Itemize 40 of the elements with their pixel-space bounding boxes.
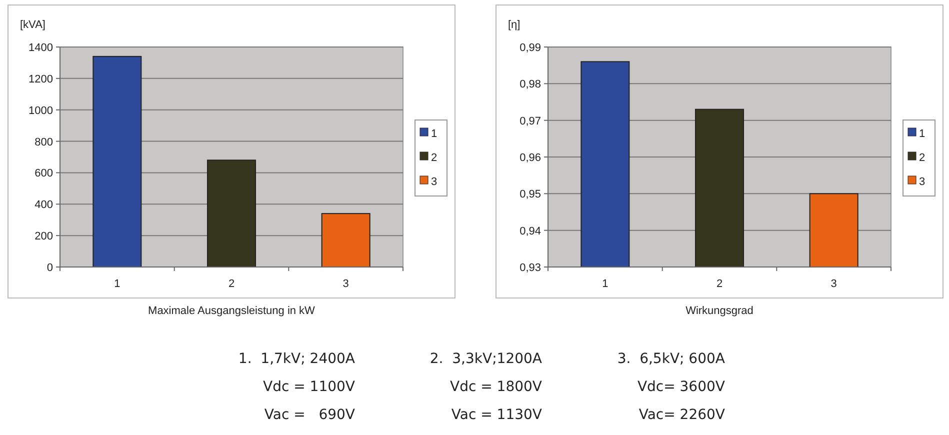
- x-tick-label: 1: [602, 278, 608, 290]
- x-tick-label: 2: [716, 278, 723, 290]
- y-axis-title: [kVA]: [20, 19, 46, 31]
- x-axis-title: Maximale Ausgangsleistung in kW: [148, 305, 316, 317]
- text: 3. 6,5kV; 600A: [617, 351, 726, 367]
- text: Vdc = 1100V: [263, 379, 356, 395]
- x-tick-label: 3: [342, 278, 349, 290]
- y-tick-label: 0,94: [520, 225, 541, 238]
- text: Vac = 690V: [264, 407, 356, 423]
- legend-label: 3: [431, 176, 438, 188]
- y-tick-label: 1400: [28, 42, 53, 54]
- text: 2. 3,3kV;1200A: [430, 351, 542, 367]
- y-tick-label: 0,97: [520, 115, 541, 128]
- y-tick-label: 200: [34, 230, 53, 243]
- legend-label: 2: [431, 152, 438, 164]
- y-tick-label: 0,96: [520, 152, 541, 164]
- y-axis-title: [η]: [508, 19, 520, 31]
- y-tick-label: 1200: [28, 73, 53, 86]
- y-tick-label: 0,95: [520, 188, 541, 201]
- y-tick-label: 800: [34, 136, 53, 148]
- text: Vdc = 1800V: [450, 379, 542, 395]
- x-tick-label: 2: [228, 278, 235, 290]
- x-tick-label: 3: [830, 278, 837, 290]
- legend-label: 1: [919, 128, 926, 140]
- y-tick-label: 600: [34, 168, 53, 180]
- y-tick-label: 0,93: [520, 262, 541, 274]
- y-tick-label: 0,98: [520, 78, 541, 91]
- y-tick-label: 400: [34, 199, 53, 212]
- text: Vdc= 3600V: [637, 379, 726, 395]
- text: Vac = 1130V: [451, 407, 542, 423]
- y-tick-label: 0: [46, 262, 53, 274]
- legend-label: 1: [431, 128, 438, 140]
- legend-label: 3: [919, 176, 926, 188]
- x-axis-title: Wirkungsgrad: [686, 305, 754, 317]
- text: Vac= 2260V: [638, 407, 726, 423]
- y-tick-label: 1000: [28, 104, 53, 117]
- text: 1. 1,7kV; 2400A: [238, 351, 356, 367]
- y-tick-label: 0,99: [520, 42, 541, 54]
- legend-label: 2: [919, 152, 926, 164]
- x-tick-label: 1: [114, 278, 120, 290]
